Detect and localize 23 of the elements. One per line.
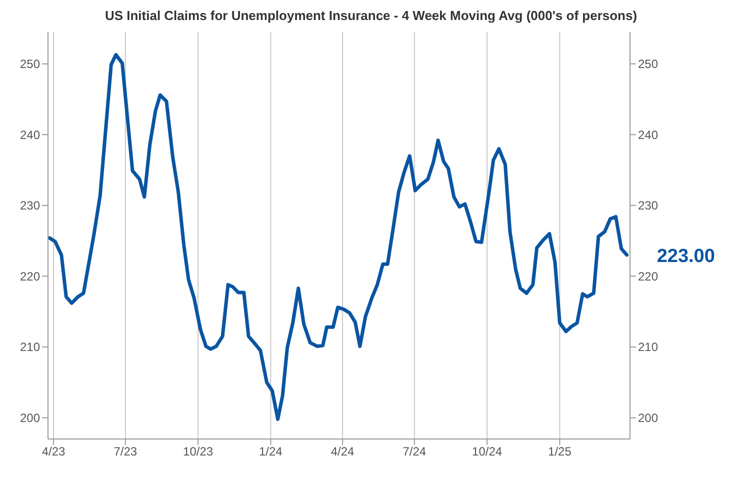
y2-tick-label: 230 <box>638 198 658 213</box>
x-tick-label: 7/23 <box>114 444 138 459</box>
y-tick-label: 250 <box>20 57 40 72</box>
x-tick-label: 1/24 <box>259 444 283 459</box>
x-tick-label: 7/24 <box>402 444 426 459</box>
chart-title: US Initial Claims for Unemployment Insurance - 4 Week Moving Avg (000's of persons) <box>104 8 638 25</box>
y2-tick-label: 220 <box>638 269 658 284</box>
y2-tick-label: 250 <box>638 57 658 72</box>
line-series <box>48 52 629 421</box>
y-tick-label: 230 <box>20 198 40 213</box>
y-tick-label: 240 <box>20 128 40 142</box>
y2-tick-label: 200 <box>638 411 658 426</box>
annotation: 223.00 <box>656 246 715 267</box>
x-tick-label: 10/24 <box>472 444 502 459</box>
y2-tick-label: 240 <box>638 128 658 142</box>
y-tick-label: 220 <box>20 269 40 284</box>
y-tick-label: 200 <box>20 411 40 426</box>
x-tick-label: 4/24 <box>330 444 355 459</box>
x-tick-label: 10/23 <box>183 444 214 459</box>
y2-tick-label: 210 <box>638 340 658 354</box>
x-tick-label: 1/25 <box>548 444 572 459</box>
y-tick-label: 210 <box>20 340 40 354</box>
x-tick-label: 4/23 <box>42 444 66 459</box>
